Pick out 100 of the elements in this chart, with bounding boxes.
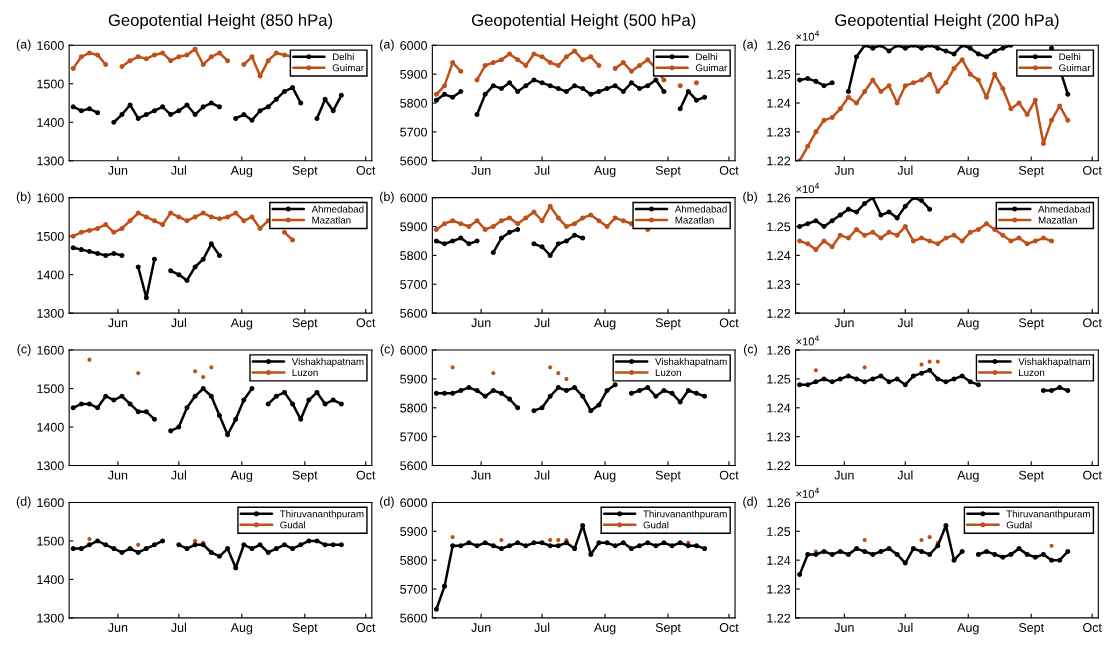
- legend-label: Guimar: [332, 64, 364, 72]
- chart-title: Geopotential Height (850 hPa): [108, 13, 333, 30]
- chart-title: Geopotential Height (500 hPa): [471, 13, 696, 30]
- y-tick-label: 5700: [400, 127, 428, 137]
- y-tick-label: 1300: [37, 156, 64, 166]
- legend-label: Luzon: [292, 369, 318, 376]
- y-tick-label: 1.23: [767, 584, 791, 594]
- text: ×10$^{4}$: [796, 183, 820, 194]
- x-tick-label: Jun: [108, 470, 128, 480]
- x-tick-label: Sept: [655, 165, 681, 178]
- legend-label: Gudal: [1006, 521, 1032, 529]
- legend-label: Luzon: [1019, 369, 1045, 376]
- x-tick-label: Aug: [957, 470, 979, 483]
- y-tick-label: 1600: [37, 345, 64, 355]
- y-tick-label: 1300: [37, 461, 64, 471]
- y-tick-label: 1.26: [767, 345, 791, 355]
- y-tick-label: 1.26: [767, 41, 791, 50]
- legend-label: Mazatlan: [675, 216, 714, 224]
- x-tick-label: Jun: [834, 623, 854, 632]
- x-tick-label: Sept: [1018, 165, 1044, 178]
- y-tick-label: 1500: [37, 384, 64, 394]
- x-tick-label: Oct: [719, 165, 739, 175]
- text: (c): [743, 344, 757, 356]
- y-tick-label: 1400: [37, 422, 64, 432]
- legend-label: Ahmedabad: [1038, 205, 1090, 213]
- x-tick-label: Jun: [471, 166, 491, 175]
- text: (c): [380, 344, 394, 356]
- y-tick-label: 1.25: [767, 374, 791, 384]
- y-tick-label: 5800: [400, 98, 428, 108]
- x-tick-label: Oct: [1083, 470, 1102, 480]
- x-tick-label: Oct: [719, 318, 739, 328]
- y-tick-label: 1.23: [767, 432, 791, 442]
- y-tick-label: 1600: [37, 193, 64, 203]
- x-tick-label: Oct: [356, 165, 376, 175]
- legend-label: Thiruvananthpuram: [643, 510, 727, 520]
- x-tick-label: Jun: [108, 166, 128, 175]
- legend-label: Ahmedabad: [674, 205, 727, 213]
- x-tick-label: Sept: [292, 470, 318, 483]
- y-tick-label: 5900: [400, 374, 428, 384]
- x-tick-label: Sept: [292, 165, 318, 178]
- y-tick-label: 5600: [400, 461, 428, 471]
- legend-label: Delhi: [696, 53, 717, 61]
- legend-label: Thiruvananthpuram: [1006, 510, 1090, 520]
- x-tick-label: Jul: [534, 165, 550, 175]
- y-tick-label: 1500: [37, 79, 64, 89]
- x-tick-label: Oct: [1083, 623, 1102, 632]
- x-tick-label: Jun: [834, 470, 854, 480]
- x-tick-label: Oct: [719, 470, 739, 480]
- x-tick-label: Oct: [356, 318, 376, 328]
- y-tick-label: 1.24: [767, 555, 791, 565]
- x-tick-label: Jul: [897, 470, 913, 480]
- text: (d): [743, 496, 757, 509]
- x-tick-label: Aug: [593, 470, 616, 483]
- y-tick-label: 1.25: [767, 69, 791, 79]
- y-tick-label: 1.23: [767, 280, 791, 289]
- x-tick-label: Jul: [534, 622, 550, 632]
- text: ×10$^{4}$: [796, 335, 820, 346]
- y-tick-label: 1600: [37, 41, 64, 50]
- text: (b): [380, 191, 394, 204]
- chart-title: Geopotential Height (200 hPa): [835, 13, 1059, 30]
- x-tick-label: Jun: [108, 623, 128, 632]
- x-tick-label: Aug: [593, 318, 616, 330]
- y-tick-label: 1.24: [767, 98, 791, 108]
- y-tick-label: 1300: [37, 613, 64, 623]
- legend-label: Mazatlan: [312, 216, 351, 224]
- x-tick-label: Jul: [534, 470, 550, 480]
- y-tick-label: 1.26: [767, 193, 791, 203]
- y-tick-label: 1300: [37, 308, 64, 318]
- legend-label: Ahmedabad: [311, 205, 364, 213]
- x-tick-label: Jun: [471, 623, 491, 632]
- x-tick-label: Jul: [897, 317, 913, 328]
- y-tick-label: 1.22: [767, 461, 791, 471]
- text: ×10$^{4}$: [796, 30, 820, 41]
- y-tick-label: 1.23: [767, 127, 791, 137]
- text: (d): [380, 496, 394, 509]
- y-tick-label: 1400: [37, 575, 64, 585]
- x-tick-label: Aug: [230, 318, 253, 330]
- x-tick-label: Jun: [834, 318, 854, 328]
- y-tick-label: 5900: [400, 527, 428, 536]
- y-tick-label: 6000: [400, 41, 428, 50]
- x-tick-label: Sept: [655, 623, 681, 635]
- y-tick-label: 6000: [400, 498, 428, 508]
- legend-label: Vishakhapatnam: [655, 357, 727, 367]
- y-tick-label: 6000: [400, 345, 428, 355]
- x-tick-label: Aug: [957, 166, 979, 178]
- legend-label: Gudal: [280, 521, 306, 529]
- legend-label: Guimar: [1059, 64, 1091, 72]
- x-tick-label: Jun: [108, 318, 128, 328]
- x-tick-label: Jul: [171, 622, 186, 632]
- text: ×10$^{4}$: [796, 487, 820, 498]
- x-tick-label: Jul: [897, 165, 913, 175]
- legend-label: Guimar: [695, 64, 728, 72]
- y-tick-label: 1.22: [767, 613, 791, 623]
- legend-label: Delhi: [332, 53, 354, 61]
- y-tick-label: 5600: [400, 156, 428, 166]
- x-tick-label: Sept: [1018, 318, 1044, 330]
- text: (d): [16, 496, 31, 509]
- x-tick-label: Jul: [897, 622, 913, 632]
- x-tick-label: Jun: [471, 470, 491, 480]
- y-tick-label: 1500: [37, 536, 64, 546]
